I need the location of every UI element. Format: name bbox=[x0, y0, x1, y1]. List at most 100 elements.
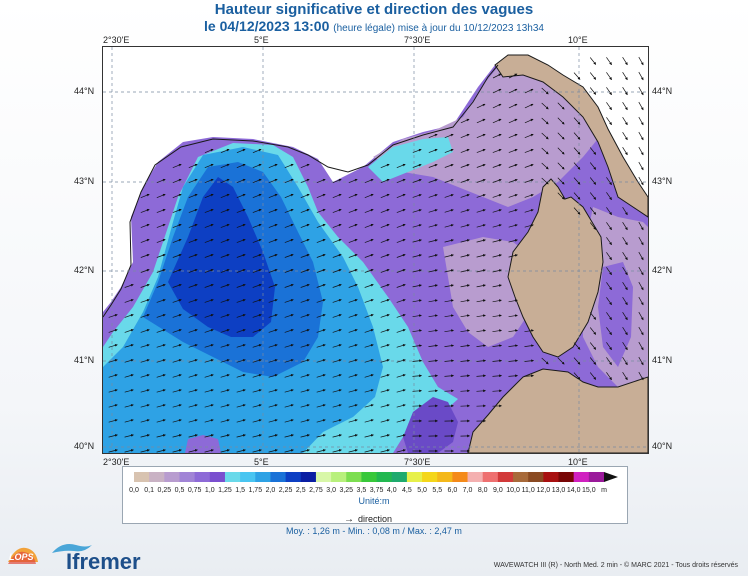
wave-direction-arrow bbox=[316, 313, 326, 318]
wave-direction-arrow bbox=[172, 313, 182, 318]
wave-direction-arrow bbox=[412, 269, 422, 273]
wave-direction-arrow bbox=[300, 208, 310, 213]
wave-direction-arrow bbox=[573, 117, 581, 125]
wave-map[interactable] bbox=[102, 46, 649, 454]
wave-direction-arrow bbox=[364, 328, 374, 333]
wave-direction-arrow bbox=[348, 344, 358, 348]
wave-direction-arrow bbox=[606, 327, 612, 336]
wave-direction-arrow bbox=[172, 389, 182, 393]
wave-direction-arrow bbox=[622, 237, 628, 246]
wave-direction-arrow bbox=[268, 328, 278, 333]
wave-direction-arrow bbox=[541, 162, 549, 170]
wave-direction-arrow bbox=[589, 357, 597, 365]
wave-direction-arrow bbox=[589, 57, 597, 65]
scale-tick-label: 1,5 bbox=[235, 487, 245, 494]
ifremer-logo: Ifremer bbox=[66, 549, 141, 574]
wave-direction-arrow bbox=[573, 147, 581, 155]
wave-direction-arrow bbox=[300, 344, 310, 348]
scale-swatch bbox=[240, 472, 256, 482]
wave-direction-arrow bbox=[300, 404, 310, 408]
wave-direction-arrow bbox=[316, 298, 326, 303]
scale-swatch bbox=[452, 472, 469, 482]
wave-direction-arrow bbox=[492, 193, 502, 198]
wave-direction-arrow bbox=[252, 419, 262, 423]
wave-direction-arrow bbox=[476, 329, 486, 333]
wave-direction-arrow bbox=[172, 344, 182, 348]
wave-direction-arrow bbox=[364, 268, 374, 273]
wave-direction-arrow bbox=[476, 359, 486, 363]
wave-direction-arrow bbox=[172, 374, 182, 378]
wave-direction-arrow bbox=[188, 344, 198, 348]
wave-direction-arrow bbox=[236, 328, 246, 333]
wave-direction-arrow bbox=[589, 372, 597, 380]
wave-direction-arrow bbox=[108, 404, 118, 408]
wave-direction-arrow bbox=[380, 223, 390, 228]
wave-direction-arrow bbox=[284, 328, 294, 333]
wave-direction-arrow bbox=[236, 178, 246, 184]
lon-label-bottom-2: 5°E bbox=[254, 457, 269, 467]
wave-direction-arrow bbox=[396, 193, 406, 199]
wave-direction-arrow bbox=[492, 178, 502, 183]
scale-swatch bbox=[164, 472, 180, 482]
wave-direction-arrow bbox=[348, 223, 358, 228]
title-block: Hauteur significative et direction des v… bbox=[0, 0, 748, 37]
wave-direction-arrow bbox=[156, 253, 166, 258]
direction-label: direction bbox=[358, 514, 393, 524]
wave-direction-arrow bbox=[428, 389, 438, 393]
wave-direction-arrow bbox=[428, 269, 438, 273]
wave-direction-arrow bbox=[606, 117, 612, 126]
wave-direction-arrow bbox=[124, 344, 134, 348]
wave-direction-arrow bbox=[156, 328, 166, 333]
scale-tick-label: 15,0 bbox=[582, 487, 596, 494]
wave-direction-arrow bbox=[364, 359, 374, 363]
wave-direction-arrow bbox=[220, 419, 230, 423]
wave-direction-arrow bbox=[364, 344, 374, 348]
wave-direction-arrow bbox=[589, 222, 597, 230]
wave-direction-arrow bbox=[252, 223, 262, 228]
wave-direction-arrow bbox=[348, 313, 358, 318]
wave-direction-arrow bbox=[156, 434, 166, 438]
wave-direction-arrow bbox=[476, 269, 486, 273]
wave-direction-arrow bbox=[476, 224, 486, 228]
wave-direction-arrow bbox=[220, 389, 230, 393]
wave-direction-arrow bbox=[380, 449, 390, 453]
wave-direction-arrow bbox=[396, 389, 406, 393]
wave-direction-arrow bbox=[638, 56, 644, 66]
scale-swatch bbox=[573, 472, 590, 482]
wave-direction-arrow bbox=[573, 177, 581, 185]
wave-direction-arrow bbox=[460, 299, 470, 303]
wave-direction-arrow bbox=[156, 419, 166, 423]
wave-direction-arrow bbox=[557, 357, 565, 365]
wave-direction-arrow bbox=[444, 148, 454, 153]
wave-direction-arrow bbox=[140, 404, 150, 408]
wave-direction-arrow bbox=[476, 284, 486, 288]
wave-direction-arrow bbox=[638, 221, 644, 231]
wave-direction-arrow bbox=[380, 404, 390, 408]
wave-direction-arrow bbox=[444, 344, 454, 348]
wave-direction-arrow bbox=[124, 404, 134, 408]
wave-direction-arrow bbox=[300, 223, 310, 228]
wave-direction-arrow bbox=[444, 178, 454, 183]
wave-direction-arrow bbox=[204, 268, 214, 273]
wave-direction-arrow bbox=[412, 254, 422, 258]
wave-direction-arrow bbox=[428, 224, 438, 228]
wave-direction-arrow bbox=[444, 389, 454, 393]
wave-direction-arrow bbox=[156, 359, 166, 363]
wave-direction-arrow bbox=[460, 389, 470, 393]
wave-direction-arrow bbox=[204, 404, 214, 408]
wave-direction-arrow bbox=[252, 344, 262, 348]
wave-direction-arrow bbox=[284, 449, 294, 453]
wave-direction-arrow bbox=[220, 208, 230, 213]
wave-direction-arrow bbox=[541, 87, 549, 95]
wave-direction-arrow bbox=[606, 282, 612, 291]
wave-direction-arrow bbox=[124, 313, 134, 318]
wave-direction-arrow bbox=[156, 178, 166, 184]
wave-direction-arrow bbox=[622, 267, 628, 276]
scale-swatch bbox=[255, 472, 271, 482]
wave-direction-arrow bbox=[364, 419, 374, 423]
wave-direction-arrow bbox=[364, 404, 374, 408]
wave-direction-arrow bbox=[638, 131, 644, 141]
wave-direction-arrow bbox=[412, 329, 422, 333]
wave-direction-arrow bbox=[332, 404, 342, 408]
wave-direction-arrow bbox=[236, 268, 246, 273]
